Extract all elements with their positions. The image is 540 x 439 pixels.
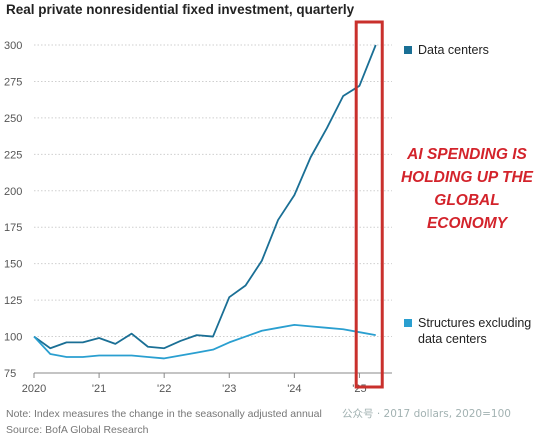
y-tick-label-275: 275	[4, 76, 22, 88]
x-tick-label-3: '23	[222, 383, 236, 395]
legend-label-0: Data centers	[418, 43, 489, 57]
callout-line-1: HOLDING UP THE	[401, 169, 534, 186]
x-tick-label-2: '22	[157, 383, 171, 395]
y-tick-label-150: 150	[4, 259, 22, 271]
y-tick-label-100: 100	[4, 332, 22, 344]
x-axis-ticks: 2020 '21 '22 '23 '24 '25	[22, 372, 392, 395]
y-tick-label-300: 300	[4, 40, 22, 52]
legend-label-1-line2: data centers	[418, 332, 487, 346]
series-line-0	[33, 44, 377, 350]
legend-swatch-1	[404, 319, 412, 327]
callout-annotation: AI SPENDING IS HOLDING UP THE GLOBAL ECONOM…	[401, 146, 534, 232]
legend-swatch-0	[404, 46, 412, 54]
series-line-1	[33, 323, 376, 360]
series-lines	[33, 44, 377, 360]
grid-lines	[34, 44, 392, 374]
footnote-note: Note: Index measures the change in the s…	[6, 408, 322, 420]
chart-title: Real private nonresidential fixed invest…	[6, 2, 355, 17]
legend-label-1: Structures excluding	[418, 316, 531, 330]
y-tick-label-200: 200	[4, 186, 22, 198]
legend: Data centers Structures excluding data cen…	[404, 43, 531, 346]
x-tick-label-1: '21	[92, 383, 106, 395]
callout-line-0: AI SPENDING IS	[406, 146, 527, 163]
highlight-box	[354, 20, 384, 389]
x-tick-label-0: 2020	[22, 383, 46, 395]
x-tick-label-5: '25	[352, 383, 366, 395]
callout-line-3: ECONOMY	[427, 215, 509, 232]
y-tick-label-175: 175	[4, 222, 22, 234]
watermark: 公众号 · 2017 dollars, 2020=100	[342, 408, 511, 420]
y-tick-label-225: 225	[4, 149, 22, 161]
y-axis-ticks: 75 100 125 150 175 200 225 250 275 300	[4, 40, 22, 380]
y-tick-label-125: 125	[4, 295, 22, 307]
y-tick-label-250: 250	[4, 113, 22, 125]
highlight-rect	[354, 20, 384, 389]
footnote-source: Source: BofA Global Research	[6, 424, 149, 436]
x-tick-label-4: '24	[287, 383, 301, 395]
y-tick-label-75: 75	[4, 368, 16, 380]
callout-line-2: GLOBAL	[434, 192, 499, 209]
